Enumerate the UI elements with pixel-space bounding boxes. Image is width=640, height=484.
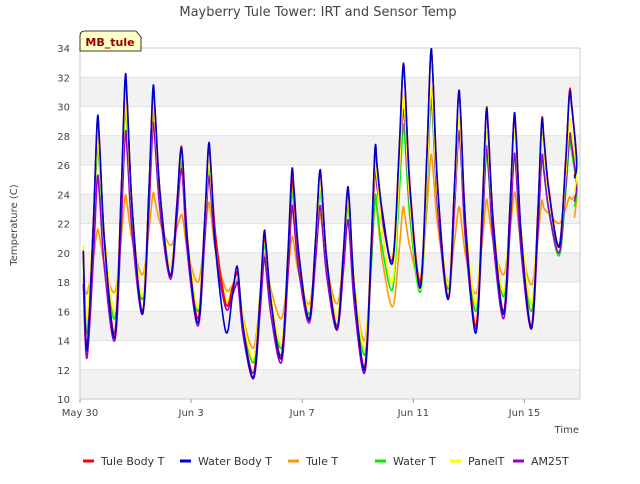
legend-label: Tule T: [305, 455, 338, 468]
y-tick-label: 10: [57, 395, 70, 406]
legend-item-tule-t: Tule T: [288, 455, 338, 468]
legend-label: PanelT: [468, 455, 505, 468]
background-bands: [80, 77, 580, 399]
y-axis-label: Temperature (C): [9, 184, 20, 266]
background-band: [80, 369, 580, 399]
y-tick-label: 28: [57, 132, 70, 143]
x-tick-label: Jun 7: [289, 408, 315, 419]
legend-item-water-t: Water T: [375, 455, 436, 468]
y-tick-label: 18: [57, 278, 70, 289]
legend-label: Water Body T: [198, 455, 272, 468]
y-tick-label: 34: [57, 44, 70, 55]
y-tick-label: 14: [57, 337, 70, 348]
y-tick-label: 20: [57, 249, 70, 260]
station-label: MB_tule: [79, 30, 142, 52]
y-tick-label: 26: [57, 161, 70, 172]
series-line-water-body-t: [82, 48, 578, 378]
station-label-text: MB_tule: [85, 36, 134, 49]
x-tick-label: Jun 3: [178, 408, 204, 419]
y-tick-label: 30: [57, 103, 70, 114]
y-tick-label: 32: [57, 73, 70, 84]
background-band: [80, 311, 580, 341]
legend-label: AM25T: [531, 455, 569, 468]
series-line-am25t: [82, 93, 578, 380]
legend-item-water-body-t: Water Body T: [180, 455, 272, 468]
chart-title: Mayberry Tule Tower: IRT and Sensor Temp: [179, 5, 456, 20]
x-tick-label: Jun 11: [397, 408, 430, 419]
x-tick-label: Jun 15: [508, 408, 541, 419]
legend: Tule Body T Water Body T Tule T Water T Pane…: [83, 455, 569, 468]
x-tick-label: May 30: [62, 408, 99, 419]
background-band: [80, 135, 580, 165]
background-band: [80, 77, 580, 107]
legend-item-tule-body-t: Tule Body T: [83, 455, 165, 468]
legend-label: Water T: [393, 455, 436, 468]
legend-item-panelt: PanelT: [450, 455, 505, 468]
legend-label: Tule Body T: [100, 455, 165, 468]
station-label-box: [79, 30, 142, 52]
y-tick-label: 24: [57, 190, 70, 201]
x-axis-ticks: May 30 Jun 3 Jun 7 Jun 11 Jun 15: [62, 399, 540, 419]
x-axis-label: Time: [554, 425, 579, 436]
y-tick-label: 16: [57, 307, 70, 318]
y-tick-label: 22: [57, 220, 70, 231]
legend-item-am25t: AM25T: [513, 455, 569, 468]
series-layer: [82, 48, 578, 380]
y-axis-ticks: 10 12 14 16 18 20 22 24 26 28 30 32 34: [57, 44, 70, 406]
y-tick-label: 12: [57, 366, 70, 377]
plot-frame: [79, 47, 581, 400]
background-band: [80, 194, 580, 224]
